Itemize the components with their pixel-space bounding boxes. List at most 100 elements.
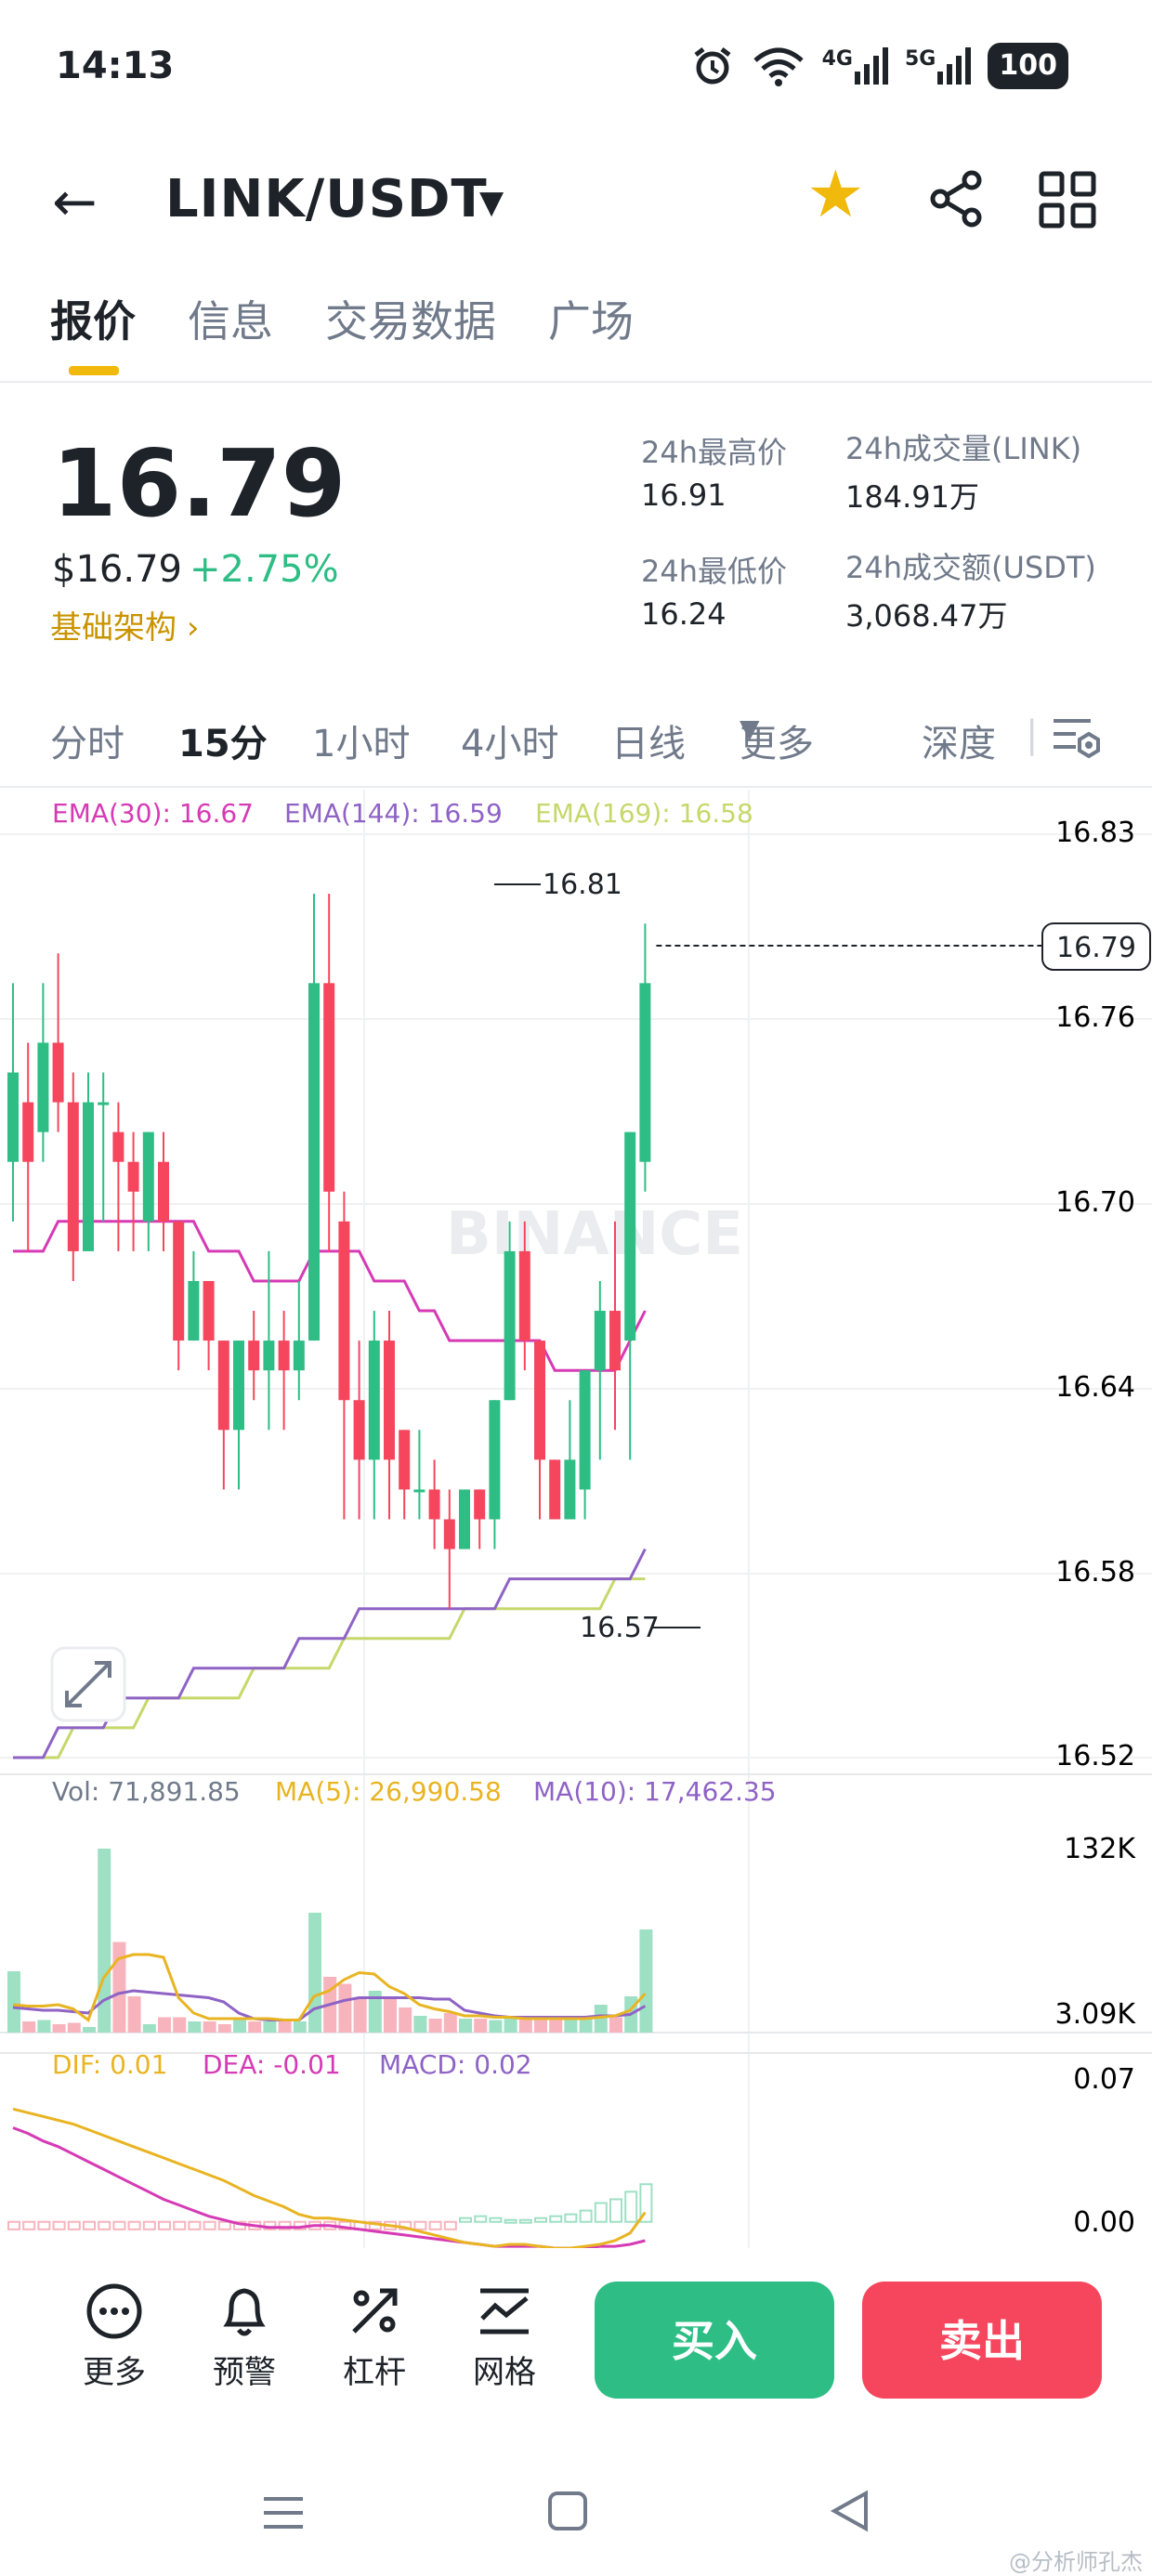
toolbar-alert[interactable]: 预警 bbox=[193, 2282, 295, 2392]
grid-icon[interactable] bbox=[1039, 171, 1096, 229]
interval-1d[interactable]: 日线 bbox=[611, 723, 686, 765]
macd-histogram-bar bbox=[37, 2220, 51, 2230]
macd-histogram-bar bbox=[217, 2220, 231, 2230]
home-icon[interactable] bbox=[546, 2490, 589, 2532]
candle-body bbox=[293, 1340, 305, 1371]
kline-chart[interactable]: BINANCE EMA(30): 16.67 EMA(144): 16.59 E… bbox=[0, 790, 1152, 2248]
volume-bar bbox=[233, 2017, 246, 2033]
toolbar-grid[interactable]: 网格 bbox=[453, 2282, 556, 2392]
candle-body bbox=[474, 1489, 486, 1520]
volume-bar bbox=[534, 2019, 547, 2033]
interval-15m[interactable]: 15分 bbox=[178, 723, 268, 765]
macd-histogram-bar bbox=[98, 2220, 111, 2230]
interval-4h[interactable]: 4小时 bbox=[461, 723, 559, 765]
sector-link[interactable]: 基础架构 › bbox=[50, 602, 199, 647]
chart-settings-icon[interactable] bbox=[1050, 713, 1102, 762]
candle-body bbox=[248, 1340, 260, 1371]
candle-body bbox=[37, 1042, 49, 1132]
tab-info[interactable]: 信息 bbox=[188, 296, 273, 347]
dif-legend: DIF: 0.01 bbox=[52, 2049, 167, 2080]
toolbar-leverage[interactable]: 杠杆 bbox=[323, 2282, 425, 2392]
macd-histogram-bar bbox=[413, 2220, 427, 2230]
candle-body bbox=[459, 1489, 470, 1550]
tab-trading-data[interactable]: 交易数据 bbox=[325, 296, 496, 347]
menu-icon[interactable] bbox=[260, 2490, 307, 2536]
volume-bar bbox=[609, 2017, 622, 2033]
tab-square[interactable]: 广场 bbox=[548, 296, 634, 347]
toolbar-more-label: 更多 bbox=[83, 2354, 146, 2391]
macd-y-tick: 0.00 bbox=[1073, 2206, 1135, 2239]
star-icon[interactable]: ★ bbox=[806, 156, 865, 232]
sell-button[interactable]: 卖出 bbox=[862, 2282, 1102, 2399]
ema169-line bbox=[13, 1577, 646, 1759]
dropdown-caret-icon[interactable]: ▼ bbox=[479, 184, 504, 221]
toolbar-grid-label: 网格 bbox=[473, 2354, 536, 2391]
interval-tick[interactable]: 分时 bbox=[50, 723, 124, 765]
macd-histogram-bar bbox=[188, 2220, 202, 2230]
candle-body bbox=[594, 1311, 606, 1371]
toolbar-more[interactable]: 更多 bbox=[63, 2282, 165, 2392]
low-value: 16.24 bbox=[641, 596, 727, 632]
fullscreen-button[interactable] bbox=[50, 1646, 126, 1722]
macd-histogram-bar bbox=[504, 2218, 517, 2224]
sector-label: 基础架构 bbox=[50, 609, 177, 647]
leverage-icon bbox=[352, 2288, 398, 2334]
volume-bar bbox=[504, 2019, 517, 2033]
volume-bars bbox=[7, 1849, 653, 2033]
candle-body bbox=[98, 1102, 110, 1105]
volume-bar bbox=[112, 1942, 126, 2033]
macd-histogram-bar bbox=[67, 2220, 81, 2230]
candle-body bbox=[428, 1489, 440, 1520]
volume-bar bbox=[579, 2017, 593, 2033]
candle-body bbox=[83, 1102, 94, 1251]
volume-bar bbox=[518, 2019, 532, 2033]
macd-histogram-bar bbox=[203, 2220, 216, 2230]
candle-body bbox=[188, 1280, 200, 1341]
volume-bar bbox=[173, 2017, 187, 2033]
back-icon[interactable] bbox=[829, 2490, 871, 2532]
status-time: 14:13 bbox=[56, 45, 175, 87]
macd-histogram-bar bbox=[534, 2216, 547, 2223]
turnover-value: 3,068.47万 bbox=[845, 598, 1008, 634]
back-arrow-icon[interactable]: ← bbox=[52, 170, 98, 233]
last-price: 16.79 bbox=[52, 429, 347, 538]
max-price-marker: 16.81 bbox=[494, 869, 622, 901]
macd-histogram-bar bbox=[158, 2220, 171, 2230]
pair-title[interactable]: LINK/USDT bbox=[165, 169, 488, 229]
volume-bar bbox=[83, 2027, 96, 2033]
volume-bar bbox=[127, 1996, 141, 2033]
buy-button[interactable]: 买入 bbox=[595, 2282, 834, 2399]
grid-bot-icon bbox=[480, 2288, 529, 2334]
signal-5g: 5G bbox=[905, 47, 972, 85]
alarm-icon bbox=[694, 47, 731, 85]
volume-bar bbox=[384, 1996, 397, 2033]
share-icon[interactable] bbox=[927, 169, 987, 229]
candle-body bbox=[353, 1400, 365, 1460]
volume-bar bbox=[37, 2020, 51, 2033]
candle-body bbox=[639, 983, 651, 1162]
volume-label: 24h成交量(LINK) bbox=[845, 431, 1082, 466]
candle-body bbox=[338, 1221, 350, 1401]
usd-price: $16.79 bbox=[52, 548, 182, 591]
bell-icon bbox=[223, 2288, 266, 2336]
candle-body bbox=[564, 1459, 576, 1520]
toolbar-alert-label: 预警 bbox=[213, 2354, 276, 2391]
ma10-legend: MA(10): 17,462.35 bbox=[533, 1776, 777, 1807]
min-price-marker: 16.57 bbox=[580, 1612, 700, 1644]
high-label: 24h最高价 bbox=[641, 435, 788, 470]
candle-body bbox=[142, 1131, 154, 1222]
y-tick: 16.70 bbox=[1055, 1186, 1135, 1219]
interval-more-label: 更多 bbox=[740, 723, 814, 765]
expand-icon bbox=[65, 1661, 111, 1707]
toolbar-leverage-label: 杠杆 bbox=[343, 2354, 406, 2391]
interval-1h[interactable]: 1小时 bbox=[312, 723, 411, 765]
footer-watermark: @分析师孔杰 bbox=[1009, 2549, 1143, 2575]
interval-depth[interactable]: 深度 bbox=[922, 723, 996, 765]
volume-bar bbox=[594, 2005, 608, 2033]
macd-histogram-bar bbox=[564, 2213, 578, 2223]
macd-y-tick: 0.07 bbox=[1073, 2063, 1135, 2096]
volume-value: 184.91万 bbox=[845, 479, 979, 515]
macd-histogram-bar bbox=[127, 2220, 141, 2230]
tab-quote[interactable]: 报价 bbox=[50, 288, 136, 375]
volume-bar bbox=[368, 1991, 382, 2033]
